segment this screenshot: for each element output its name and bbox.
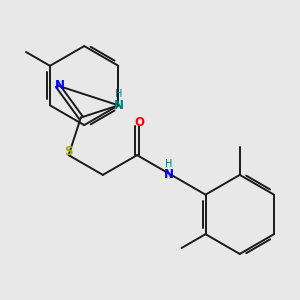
Text: O: O — [134, 116, 144, 129]
Text: N: N — [113, 99, 123, 112]
Text: N: N — [55, 79, 65, 92]
Text: N: N — [164, 168, 174, 182]
Text: S: S — [64, 146, 73, 158]
Text: H: H — [165, 159, 173, 169]
Text: H: H — [115, 89, 122, 99]
